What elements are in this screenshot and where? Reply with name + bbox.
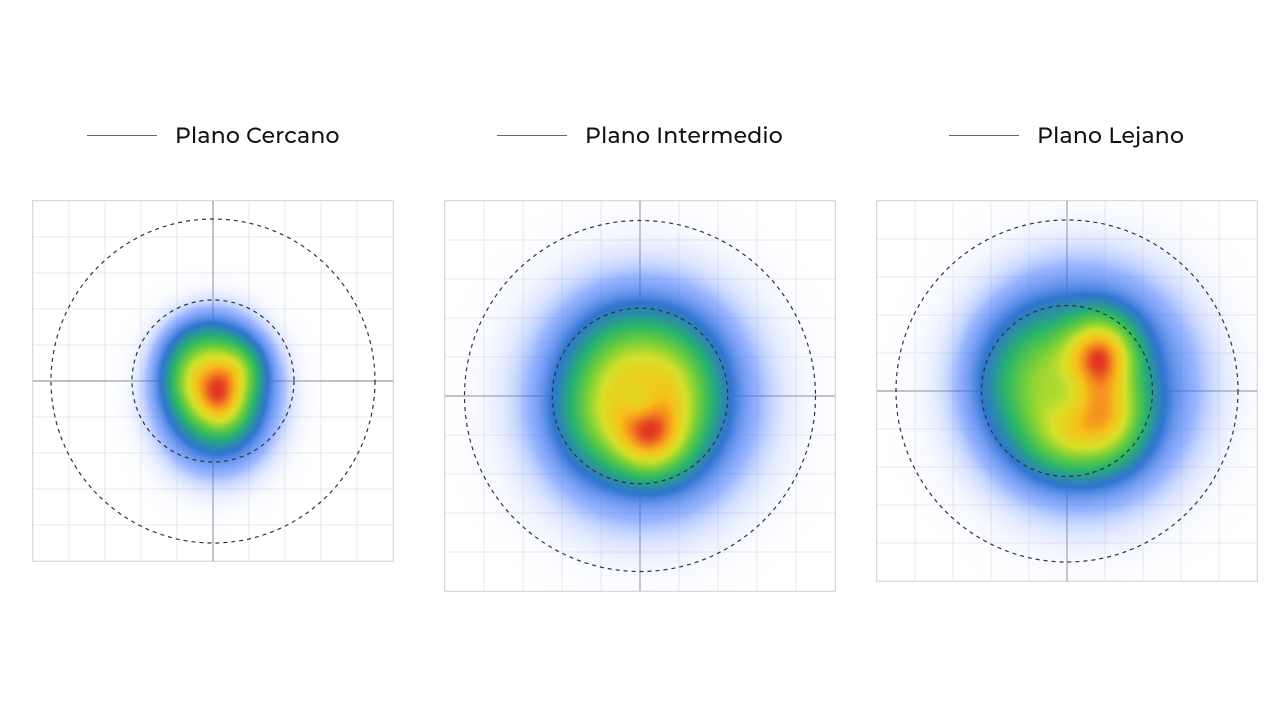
header-line-icon <box>949 135 1019 136</box>
header-line-icon <box>497 135 567 136</box>
heatmap-plot-lejano <box>876 200 1258 582</box>
panel-title: Plano Intermedio <box>585 122 783 149</box>
panel-cercano: Plano Cercano <box>13 120 413 592</box>
heatmap-plot-intermedio <box>444 200 836 592</box>
panel-title: Plano Cercano <box>175 122 340 149</box>
panel-lejano: Plano Lejano <box>867 120 1267 592</box>
page: Plano Cercano Plano Intermedio Plano Lej… <box>0 0 1280 720</box>
panel-header: Plano Lejano <box>949 120 1184 150</box>
panel-title: Plano Lejano <box>1037 122 1184 149</box>
panels-row: Plano Cercano Plano Intermedio Plano Lej… <box>0 120 1280 592</box>
panel-header: Plano Intermedio <box>497 120 783 150</box>
heatmap-plot-cercano <box>32 200 394 562</box>
panel-header: Plano Cercano <box>87 120 340 150</box>
header-line-icon <box>87 135 157 136</box>
panel-intermedio: Plano Intermedio <box>440 120 840 592</box>
